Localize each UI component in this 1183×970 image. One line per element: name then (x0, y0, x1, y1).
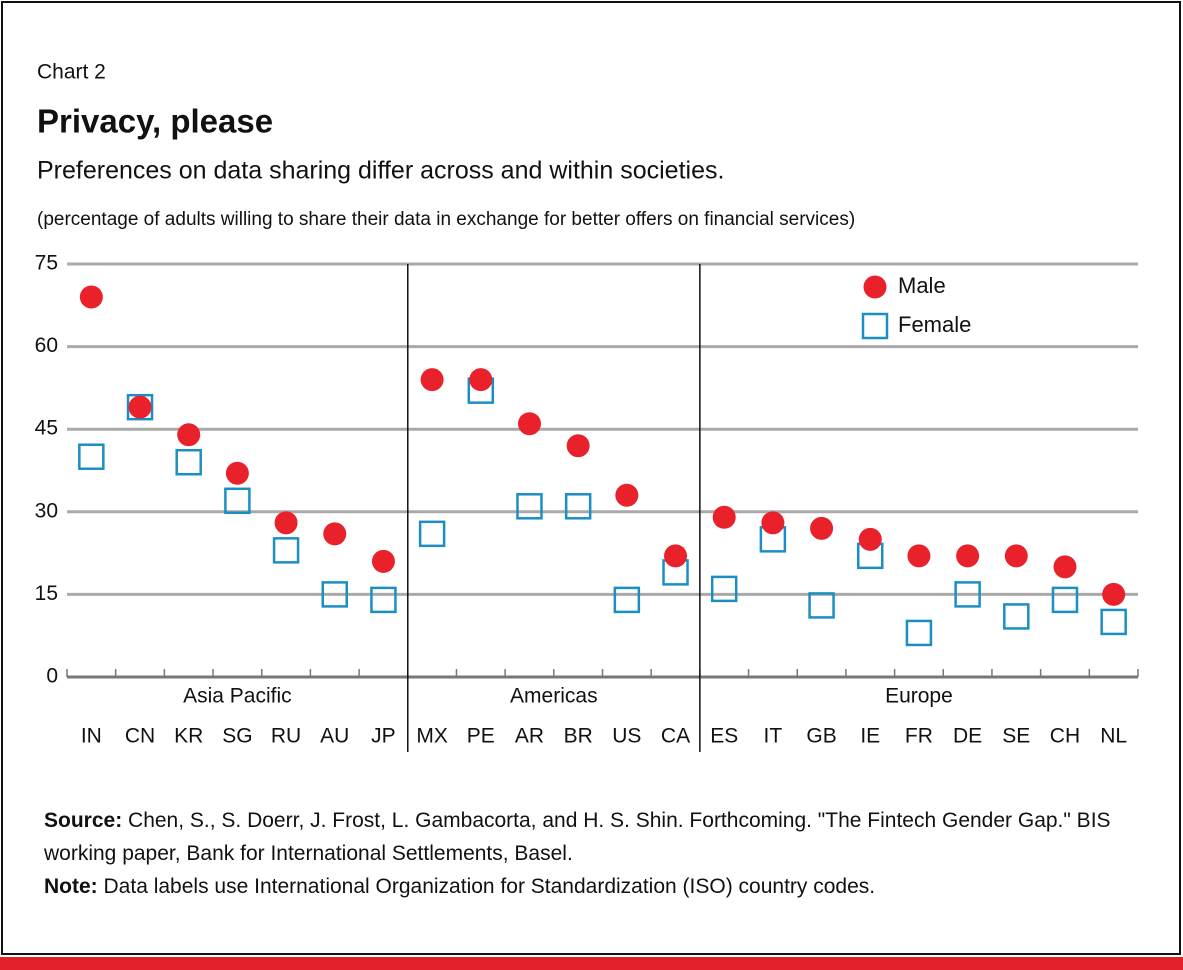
x-tick-label: FR (905, 725, 933, 748)
legend-marker (863, 275, 887, 299)
female-point (321, 581, 348, 608)
x-tick-label: GB (806, 725, 836, 748)
female-point (710, 575, 738, 603)
male-point (371, 549, 395, 573)
female-point (808, 592, 835, 619)
male-point (858, 527, 882, 551)
y-tick-label: 75 (35, 252, 58, 275)
legend-label: Female (898, 312, 971, 337)
x-tick-label: NL (1100, 725, 1127, 748)
male-point (517, 412, 541, 436)
y-tick-label: 60 (35, 334, 58, 357)
source-text: Chen, S., S. Doerr, J. Frost, L. Gambaco… (44, 809, 1111, 865)
female-point (1051, 586, 1079, 614)
y-tick-label: 0 (46, 665, 58, 688)
female-point (175, 448, 202, 476)
female-point (1003, 603, 1030, 630)
note-text: Data labels use International Organizati… (103, 875, 876, 898)
x-tick-label: PE (467, 725, 495, 748)
male-point (274, 511, 298, 535)
female-point (126, 393, 154, 421)
note-label: Note: (44, 875, 98, 898)
group-label: Asia Pacific (183, 685, 292, 708)
legend-label: Male (898, 273, 946, 298)
group-label: Americas (510, 685, 598, 708)
female-point (272, 537, 300, 564)
chart-subtitle: Preferences on data sharing differ acros… (37, 157, 724, 185)
y-tick-label: 30 (35, 499, 58, 522)
x-tick-label: KR (174, 725, 203, 748)
male-point (615, 483, 639, 507)
group-label: Europe (885, 685, 953, 708)
x-tick-label: CN (125, 725, 155, 748)
x-tick-label: IE (860, 725, 880, 748)
male-point (79, 285, 103, 309)
footer: Source: Chen, S., S. Doerr, J. Frost, L.… (44, 804, 1154, 903)
male-point (761, 511, 785, 535)
x-tick-label: JP (371, 725, 396, 748)
x-tick-label: US (612, 725, 641, 748)
male-point (1004, 544, 1028, 568)
female-point (1100, 608, 1127, 636)
female-point (516, 493, 543, 520)
source-label: Source: (44, 809, 123, 832)
female-point (418, 520, 446, 548)
female-point (78, 443, 105, 470)
male-point (420, 368, 444, 392)
y-axis-label: (percentage of adults willing to share t… (37, 209, 855, 230)
male-point (323, 522, 347, 546)
male-point (177, 423, 201, 447)
female-point (564, 493, 592, 520)
female-point (905, 619, 933, 647)
female-point (613, 586, 641, 614)
male-point (1102, 582, 1126, 606)
note: Note: Data labels use International Orga… (44, 870, 1154, 903)
male-point (712, 505, 736, 529)
male-point (1053, 555, 1077, 579)
x-tick-label: CA (661, 725, 690, 748)
male-point (469, 368, 493, 392)
chart-label: Chart 2 (37, 61, 106, 84)
x-tick-label: BR (564, 725, 593, 748)
footer-bar (0, 957, 1183, 970)
y-tick-label: 45 (35, 417, 58, 440)
x-tick-label: RU (271, 725, 301, 748)
legend-marker (861, 312, 889, 340)
male-point (128, 395, 152, 419)
x-tick-label: DE (953, 725, 982, 748)
chart-title: Privacy, please (37, 103, 273, 140)
x-tick-label: CH (1050, 725, 1080, 748)
x-tick-label: IT (764, 725, 783, 748)
male-point (225, 461, 249, 485)
x-tick-label: MX (416, 725, 448, 748)
male-point (907, 544, 931, 568)
x-tick-label: SG (222, 725, 252, 748)
x-tick-label: IN (81, 725, 102, 748)
x-tick-label: SE (1002, 725, 1030, 748)
male-point (664, 544, 688, 568)
x-tick-label: AR (515, 725, 544, 748)
source: Source: Chen, S., S. Doerr, J. Frost, L.… (44, 804, 1154, 870)
x-tick-label: ES (710, 725, 738, 748)
female-point (370, 586, 397, 614)
male-point (810, 516, 834, 540)
female-point (954, 581, 981, 608)
x-tick-label: AU (320, 725, 349, 748)
male-point (956, 544, 980, 568)
y-tick-label: 15 (35, 582, 58, 605)
female-point (224, 487, 251, 515)
male-point (566, 434, 590, 458)
